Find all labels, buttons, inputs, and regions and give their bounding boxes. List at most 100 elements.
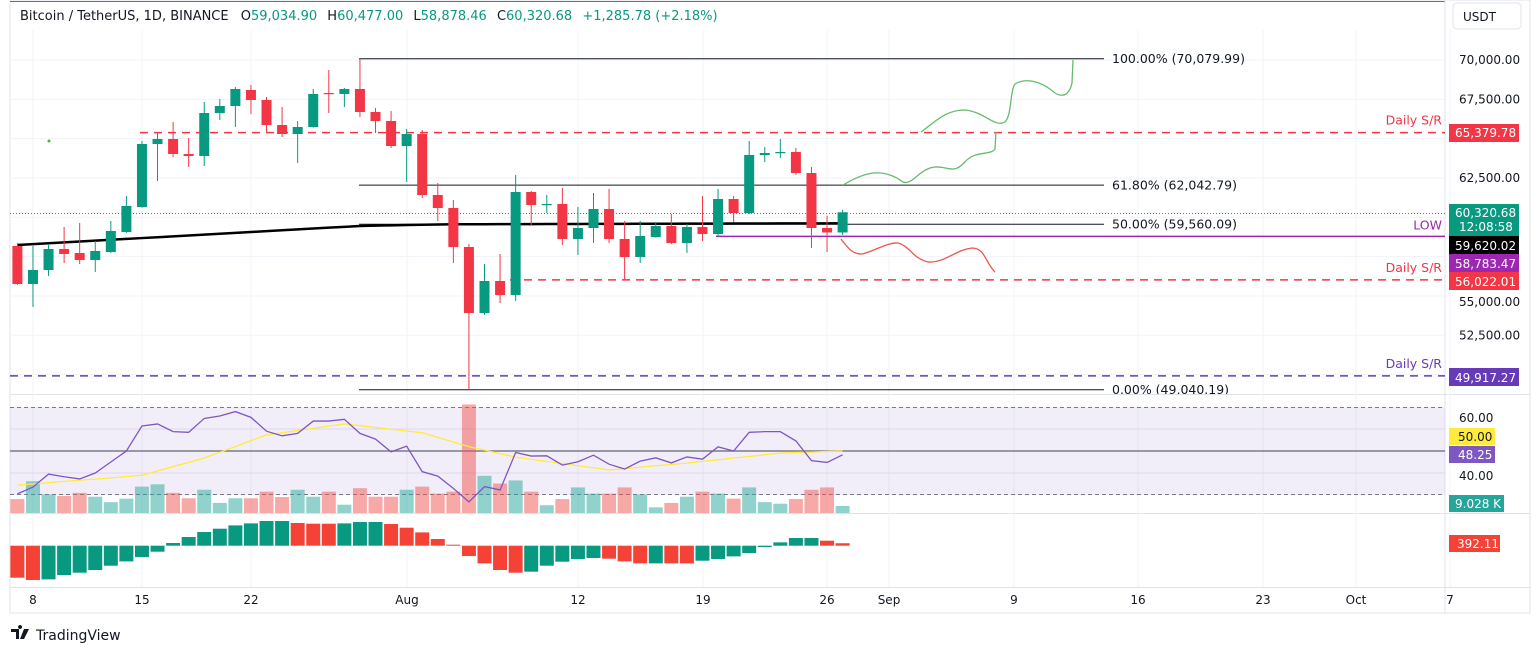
open-label: O	[241, 9, 251, 24]
volume-bar	[243, 498, 258, 513]
macd-bar	[788, 538, 803, 546]
candle	[370, 108, 381, 133]
candle	[572, 206, 583, 255]
marker-dot	[47, 139, 51, 143]
macd-bar	[321, 523, 336, 546]
svg-text:59,620.02: 59,620.02	[1455, 239, 1516, 253]
candle-body	[277, 124, 288, 134]
time-tick-label: Aug	[395, 593, 418, 607]
candle-body	[323, 93, 334, 95]
time-tick-label: 7	[1446, 593, 1454, 607]
high-value: 60,477.00	[337, 9, 403, 24]
open-value: 59,034.90	[251, 9, 317, 24]
symbol-title[interactable]: Bitcoin / TetherUS, 1D, BINANCE	[20, 9, 229, 24]
candle-body	[510, 191, 521, 295]
volume-bar	[555, 499, 570, 513]
macd-bar	[820, 540, 835, 546]
volume-bar	[337, 504, 352, 513]
tradingview-logo[interactable]: TradingView	[11, 625, 121, 644]
volume-bar	[72, 492, 87, 513]
candle	[168, 122, 179, 157]
price-tick-label: 70,000.00	[1459, 53, 1520, 67]
volume-bar	[290, 489, 305, 513]
price-label-ma: 59,620.02	[1449, 236, 1519, 254]
candle	[588, 192, 599, 243]
volume-bar	[88, 496, 103, 513]
daily-sr-label: Daily S/R	[1386, 113, 1443, 128]
rsi-axis[interactable]: 60.00 40.00	[1459, 411, 1493, 483]
volume-bar	[773, 503, 788, 513]
macd-bar	[150, 545, 165, 552]
macd-bar	[524, 545, 539, 572]
bearish-projection-path[interactable]	[840, 238, 996, 273]
price-tick-label: 52,500.00	[1459, 328, 1520, 342]
time-tick-label: 9	[1010, 593, 1018, 607]
candle	[822, 215, 833, 252]
rsi-tick-40: 40.00	[1459, 469, 1493, 483]
candle	[12, 242, 23, 285]
candle	[541, 194, 552, 213]
candle	[136, 141, 147, 208]
candle	[417, 129, 428, 198]
time-tick-label: 23	[1255, 593, 1270, 607]
candle	[214, 99, 225, 120]
price-axis[interactable]: 70,000.00 67,500.00 62,500.00 55,000.00 52,5…	[1459, 53, 1520, 342]
candle	[90, 240, 101, 272]
volume-bar	[617, 487, 632, 513]
bullish-projection-path-1[interactable]	[842, 131, 997, 186]
candle-body	[12, 245, 23, 284]
macd-bar	[72, 545, 87, 573]
currency-button[interactable]: USDT	[1452, 2, 1522, 30]
macd-bar	[602, 545, 617, 559]
candle-body	[199, 113, 210, 156]
time-tick-label: 12	[570, 593, 585, 607]
macd-bar	[243, 523, 258, 546]
volume-bar	[633, 494, 648, 513]
fib-level-label: 50.00% (59,560.09)	[1112, 217, 1237, 232]
volume-bar	[493, 483, 508, 513]
candle-body	[619, 238, 630, 257]
candle	[121, 196, 132, 234]
candle-body	[681, 226, 692, 243]
candle-body	[152, 138, 163, 144]
candle-body	[697, 226, 708, 234]
macd-bar	[742, 545, 757, 554]
macd-bar	[134, 545, 149, 558]
candle-body	[588, 208, 599, 228]
macd-bar	[197, 532, 212, 546]
candle	[635, 220, 646, 263]
candle	[199, 101, 210, 166]
time-tick-label: 26	[819, 593, 834, 607]
candle-body	[90, 250, 101, 261]
horizontal-lines[interactable]: Daily S/R Daily S/R Daily S/R LOW	[10, 113, 1445, 377]
candle-body	[230, 89, 241, 106]
volume-bar	[679, 496, 694, 513]
time-axis[interactable]: 8 15 22 Aug 12 19 26 Sep 9 16 23 Oct 7	[29, 593, 1454, 607]
close-value: 60,320.68	[506, 9, 572, 24]
bullish-projection-path-2[interactable]	[920, 59, 1074, 133]
candle	[510, 174, 521, 301]
candle	[666, 213, 677, 245]
candle	[292, 121, 303, 164]
candle	[183, 137, 194, 167]
fib-level-label: 61.80% (62,042.79)	[1112, 178, 1237, 193]
volume-bar	[41, 494, 56, 513]
macd-bar	[586, 545, 601, 559]
chart-legend[interactable]: Bitcoin / TetherUS, 1D, BINANCE O59,034.…	[20, 9, 718, 24]
volume-bar	[415, 486, 430, 513]
volume-bar	[399, 489, 414, 513]
macd-bar	[664, 545, 679, 564]
macd-bar	[368, 522, 383, 546]
macd-bar	[835, 543, 850, 546]
svg-text:56,022.01: 56,022.01	[1455, 275, 1516, 289]
macd-bar	[415, 532, 430, 546]
candle	[27, 245, 38, 307]
daily-sr-label: Daily S/R	[1386, 260, 1443, 275]
svg-text:50.00: 50.00	[1458, 430, 1492, 444]
macd-histogram	[10, 521, 850, 581]
candles	[12, 58, 848, 390]
candle	[728, 196, 739, 223]
macd-bar	[212, 528, 227, 546]
macd-bar	[275, 521, 290, 546]
